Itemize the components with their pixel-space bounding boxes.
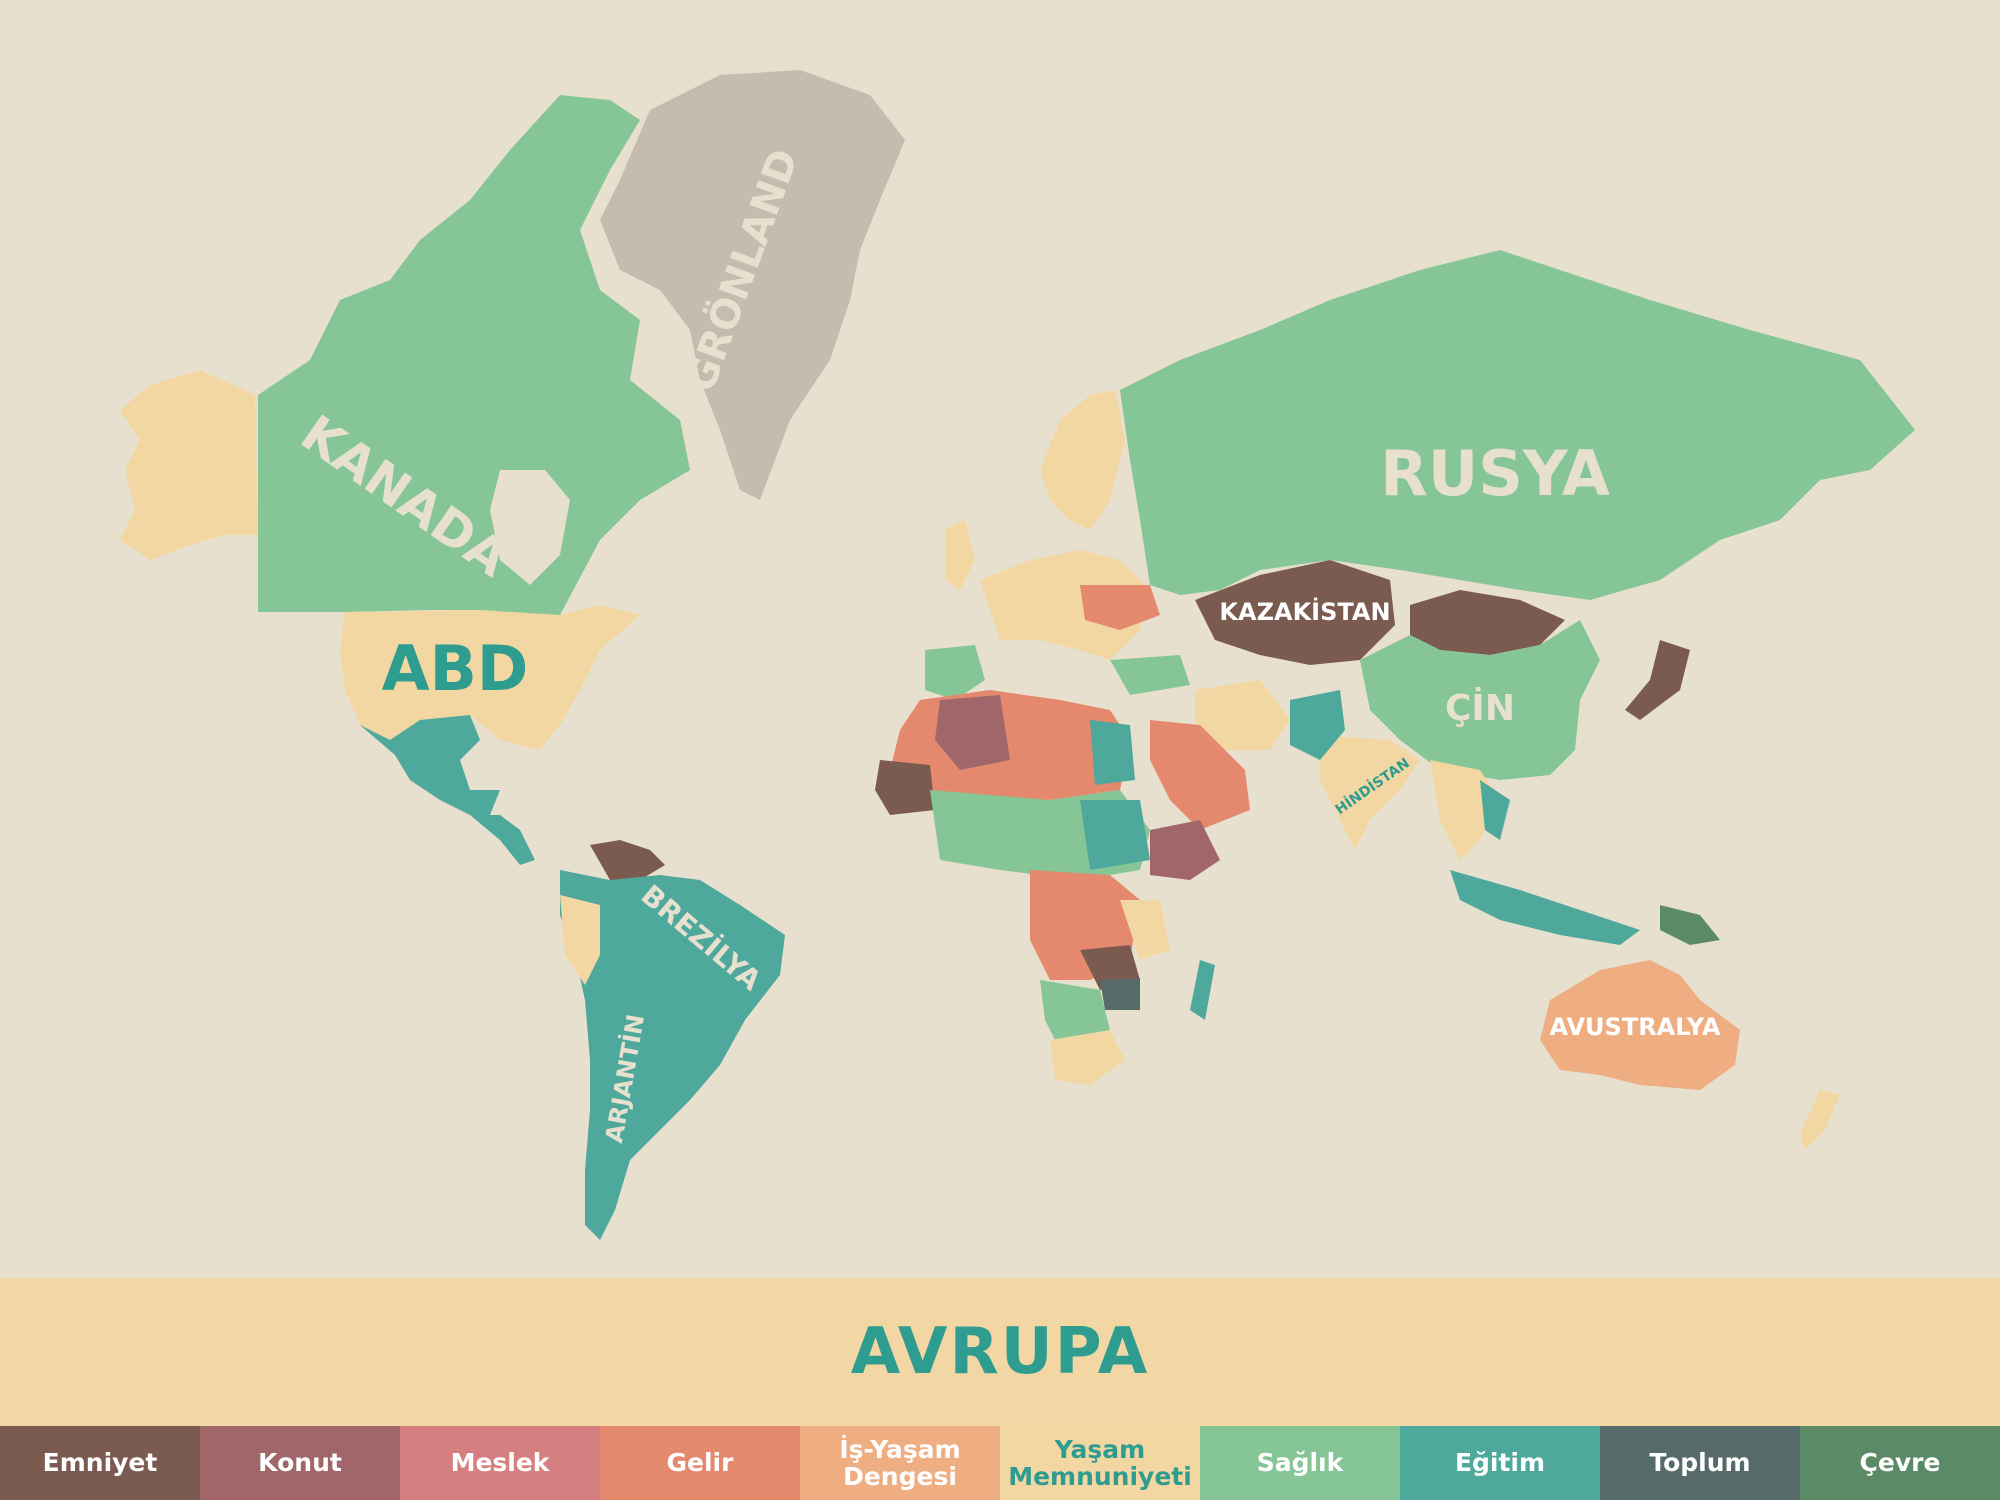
legend-item: Emniyet <box>0 1426 200 1500</box>
region-europe-west <box>980 550 1150 660</box>
region-india <box>1320 735 1420 850</box>
legend-item: Meslek <box>400 1426 600 1500</box>
region-japan <box>1625 640 1690 720</box>
region-canada <box>258 95 690 630</box>
label-rusya: RUSYA <box>1380 437 1610 510</box>
label-abd: ABD <box>382 632 529 705</box>
region-russia <box>1120 250 1915 600</box>
region-south-america <box>560 870 785 1240</box>
region-greenland <box>600 70 905 500</box>
region-sudan <box>1080 800 1150 870</box>
region-central-america <box>470 815 535 865</box>
region-alaska <box>120 370 258 560</box>
legend-item: Yaşam Memnuniyeti <box>1000 1426 1200 1500</box>
region-egypt <box>1090 720 1135 785</box>
region-vietnam <box>1480 780 1510 840</box>
region-mexico <box>360 715 500 815</box>
legend-item: Gelir <box>600 1426 800 1500</box>
region-iberia <box>925 645 985 700</box>
region-pakistan <box>1290 690 1345 760</box>
region-peru <box>560 895 600 985</box>
legend-item: Toplum <box>1600 1426 1800 1500</box>
legend-item: Çevre <box>1800 1426 2000 1500</box>
region-ethiopia <box>1150 820 1220 880</box>
region-papua <box>1660 905 1720 945</box>
region-china <box>1360 620 1600 780</box>
region-usa <box>340 605 640 750</box>
region-title: AVRUPA <box>850 1315 1150 1389</box>
region-southern-africa <box>1040 980 1110 1050</box>
label-kazakistan: KAZAKİSTAN <box>1219 597 1390 626</box>
region-west-africa <box>875 760 935 815</box>
legend-item: Konut <box>200 1426 400 1500</box>
region-uk <box>945 520 975 590</box>
region-zimbabwe <box>1100 978 1140 1010</box>
region-south-africa <box>1050 1030 1125 1085</box>
legend-item: Eğitim <box>1400 1426 1600 1500</box>
region-turkey <box>1110 655 1190 695</box>
region-algeria <box>935 695 1010 770</box>
region-madagascar <box>1190 960 1215 1020</box>
region-indonesia <box>1450 870 1640 945</box>
region-kazakhstan <box>1195 560 1395 665</box>
label-avustralya: AVUSTRALYA <box>1550 1013 1721 1041</box>
region-mongolia <box>1410 590 1565 655</box>
region-tanzania <box>1120 900 1170 960</box>
region-australia <box>1540 960 1740 1090</box>
region-hudson-bay <box>490 470 570 585</box>
region-new-zealand <box>1800 1090 1840 1150</box>
region-iran <box>1195 680 1290 750</box>
region-scandinavia <box>1040 390 1125 530</box>
region-ukraine <box>1080 585 1160 630</box>
legend-item: Sağlık <box>1200 1426 1400 1500</box>
region-arabia <box>1150 720 1250 830</box>
region-venezuela <box>590 840 665 880</box>
legend: Emniyet Konut Meslek Gelir İş-Yaşam Dengesi Y… <box>0 1426 2000 1500</box>
world-map: KANADA GRÖNLAND ABD RUSYA KAZAKİSTAN ÇİN… <box>120 70 1915 1240</box>
label-cin: ÇİN <box>1445 687 1515 729</box>
region-band: AVRUPA <box>0 1278 2000 1426</box>
legend-item: İş-Yaşam Dengesi <box>800 1426 1000 1500</box>
